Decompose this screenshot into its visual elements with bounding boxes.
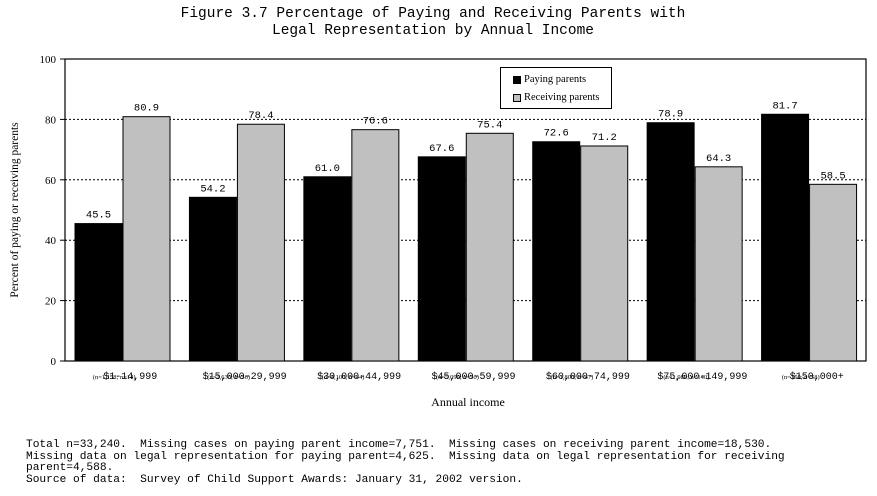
x-tick-label: $1-14,999 bbox=[103, 371, 157, 383]
data-label: 58.5 bbox=[820, 170, 845, 182]
x-axis-label: Annual income bbox=[431, 395, 505, 409]
bar-receiving-4 bbox=[580, 145, 629, 362]
footnote-line-3: parent=4,588. bbox=[26, 462, 114, 475]
bar-paying-6 bbox=[761, 113, 810, 362]
data-label: 75.4 bbox=[477, 119, 502, 131]
sample-size-label: (n=350; n=58) bbox=[782, 374, 820, 381]
legend-label-receiving: Receiving parents bbox=[524, 92, 600, 103]
title-line-2: Legal Representation by Annual Income bbox=[272, 23, 594, 39]
sample-size-label: (n=4,100; n=44) bbox=[322, 374, 365, 381]
bar-paying-3 bbox=[417, 156, 466, 362]
bar-receiving-2 bbox=[351, 129, 400, 362]
chart-title: Figure 3.7 Percentage of Paying and Rece… bbox=[0, 6, 866, 40]
data-label: 54.2 bbox=[200, 183, 225, 195]
bar-paying-4 bbox=[532, 141, 581, 362]
bar-paying-5 bbox=[646, 122, 695, 362]
y-tick-label: 60 bbox=[45, 175, 57, 187]
sample-size-label: (n=1,980; n=140) bbox=[663, 374, 709, 381]
x-tick-label: $60,000-74,999 bbox=[546, 371, 630, 383]
x-tick-label: $45,000-59,999 bbox=[431, 371, 515, 383]
data-label: 71.2 bbox=[592, 132, 617, 144]
y-tick-label: 40 bbox=[45, 235, 57, 247]
data-label: 72.6 bbox=[544, 128, 569, 140]
y-axis-label: Percent of paying or receiving parents bbox=[9, 122, 21, 298]
data-label: 67.6 bbox=[429, 143, 454, 155]
x-tick-label: $30,000-44,999 bbox=[317, 371, 401, 383]
footnote-line-2: Missing data on legal representation for… bbox=[26, 450, 785, 463]
legend-swatch-receiving bbox=[513, 93, 521, 102]
sample-size-label: (n=1,800; n=47) bbox=[551, 374, 594, 381]
sample-size-label: (n=5,099; n=50) bbox=[436, 374, 479, 381]
data-label: 45.5 bbox=[86, 210, 111, 222]
data-label: 76.6 bbox=[363, 116, 388, 128]
footnote-line-1: Total n=33,240. Missing cases on paying … bbox=[26, 439, 772, 451]
data-label: 78.9 bbox=[658, 109, 683, 121]
bar-receiving-0 bbox=[122, 116, 171, 362]
bar-receiving-5 bbox=[694, 166, 743, 362]
sample-size-label: (n=1,630; n=56) bbox=[207, 374, 250, 381]
x-tick-label: $15,000-29,999 bbox=[203, 371, 287, 383]
data-label: 64.3 bbox=[706, 153, 731, 165]
y-tick-label: 0 bbox=[51, 356, 57, 368]
data-label: 80.9 bbox=[134, 103, 159, 115]
y-tick-label: 80 bbox=[45, 114, 57, 126]
legend: Paying parents Receiving parents bbox=[500, 67, 612, 109]
bar-paying-1 bbox=[188, 196, 237, 362]
legend-swatch-paying bbox=[513, 75, 521, 84]
bar-paying-2 bbox=[303, 176, 352, 362]
footnote-line-4: Source of data: Survey of Child Support … bbox=[26, 474, 523, 487]
legend-label-paying: Paying parents bbox=[524, 74, 587, 85]
footnote: Total n=33,240. Missing cases on paying … bbox=[26, 439, 866, 487]
legend-item-receiving: Receiving parents bbox=[513, 91, 600, 105]
data-label: 78.4 bbox=[248, 110, 273, 122]
bar-receiving-3 bbox=[465, 132, 514, 362]
data-label: 81.7 bbox=[772, 100, 797, 112]
x-tick-label: $150,000+ bbox=[790, 371, 844, 383]
y-tick-label: 20 bbox=[45, 296, 57, 308]
legend-item-paying: Paying parents bbox=[513, 73, 586, 87]
bar-chart: 0 20 40 60 80 100 Percent of paying or receivi… bbox=[9, 54, 867, 409]
title-line-1: Figure 3.7 Percentage of Paying and Rece… bbox=[180, 6, 686, 22]
bar-receiving-1 bbox=[236, 123, 285, 362]
x-tick-label: $75,000-149,999 bbox=[657, 371, 747, 383]
data-label: 61.0 bbox=[315, 163, 340, 175]
sample-size-label: (n=1,158; n=14) bbox=[93, 374, 136, 381]
bar-receiving-6 bbox=[809, 183, 858, 362]
y-tick-label: 100 bbox=[40, 54, 57, 66]
bar-paying-0 bbox=[74, 223, 123, 362]
